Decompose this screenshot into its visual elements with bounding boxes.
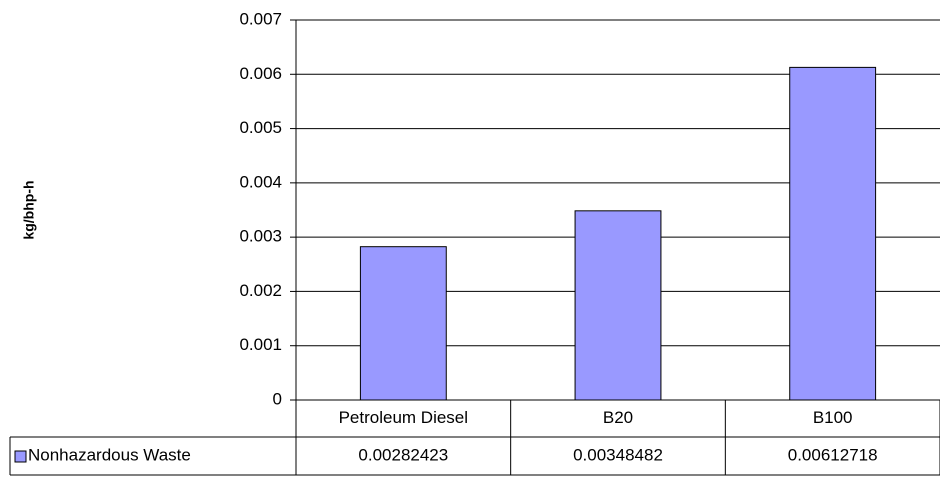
y-tick-label: 0.004 — [239, 172, 282, 191]
y-tick-label: 0.005 — [239, 118, 282, 137]
table-value: 0.00348482 — [573, 445, 663, 464]
table-value: 0.00282423 — [358, 445, 448, 464]
bar — [789, 66, 877, 401]
bar — [574, 210, 662, 401]
x-tick-label: Petroleum Diesel — [339, 408, 468, 427]
y-tick-label: 0.002 — [239, 281, 282, 300]
x-tick-label: B100 — [813, 408, 853, 427]
legend-label: Nonhazardous Waste — [28, 445, 191, 464]
bar — [359, 246, 447, 401]
x-tick-label: B20 — [603, 408, 633, 427]
y-tick-label: 0.006 — [239, 64, 282, 83]
y-tick-label: 0.007 — [239, 9, 282, 28]
legend-swatch — [14, 450, 27, 463]
y-tick-label: 0 — [273, 389, 282, 408]
table-value: 0.00612718 — [788, 445, 878, 464]
y-tick-label: 0.001 — [239, 335, 282, 354]
y-tick-label: 0.003 — [239, 227, 282, 246]
y-axis-label: kg/bhp-h — [21, 180, 37, 239]
